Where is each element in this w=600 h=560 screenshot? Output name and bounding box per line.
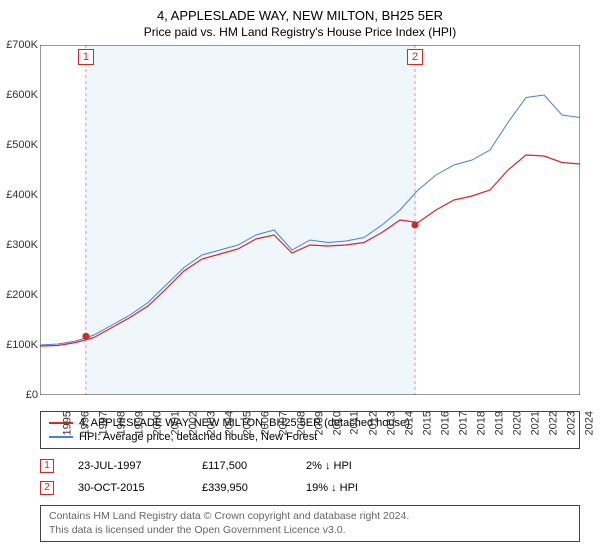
sale-row: 1 23-JUL-1997 £117,500 2% ↓ HPI [40, 455, 580, 477]
footer-line-1: Contains HM Land Registry data © Crown c… [49, 510, 571, 524]
sale-index-box: 1 [40, 459, 54, 473]
chart-container: 4, APPLESLADE WAY, NEW MILTON, BH25 5ER … [0, 0, 600, 560]
x-axis-label: 2017 [457, 411, 469, 435]
x-axis-label: 2023 [565, 411, 577, 435]
y-axis-label: £600K [0, 89, 38, 101]
sale-delta: 19% ↓ HPI [306, 482, 386, 494]
y-axis-label: £100K [0, 339, 38, 351]
x-axis-label: 2000 [151, 411, 163, 435]
x-axis-label: 1996 [79, 411, 91, 435]
x-axis-label: 2015 [421, 411, 433, 435]
y-axis-label: £400K [0, 189, 38, 201]
sale-delta: 2% ↓ HPI [306, 460, 386, 472]
sale-row: 2 30-OCT-2015 £339,950 19% ↓ HPI [40, 477, 580, 499]
chart-plot-area: £0£100K£200K£300K£400K£500K£600K£700K199… [40, 45, 600, 405]
x-axis-label: 2001 [169, 411, 181, 435]
x-axis-label: 2021 [529, 411, 541, 435]
y-axis-label: £0 [0, 389, 38, 401]
sale-price: £339,950 [202, 482, 282, 494]
sale-index-box: 2 [40, 481, 54, 495]
x-axis-label: 2014 [403, 411, 415, 435]
x-axis-label: 2009 [313, 411, 325, 435]
y-axis-label: £300K [0, 239, 38, 251]
x-axis-label: 2003 [205, 411, 217, 435]
x-axis-label: 2016 [439, 411, 451, 435]
x-axis-label: 2006 [259, 411, 271, 435]
line-chart-svg [40, 45, 580, 395]
chart-title: 4, APPLESLADE WAY, NEW MILTON, BH25 5ER [0, 0, 600, 23]
y-axis-label: £700K [0, 39, 38, 51]
chart-subtitle: Price paid vs. HM Land Registry's House … [0, 23, 600, 45]
x-axis-label: 2011 [349, 411, 361, 435]
attribution-footer: Contains HM Land Registry data © Crown c… [40, 505, 580, 542]
x-axis-label: 2018 [475, 411, 487, 435]
sale-marker-box: 2 [407, 49, 423, 65]
x-axis-label: 2008 [295, 411, 307, 435]
sale-price: £117,500 [202, 460, 282, 472]
x-axis-label: 2007 [277, 411, 289, 435]
y-axis-label: £500K [0, 139, 38, 151]
y-axis-label: £200K [0, 289, 38, 301]
sale-marker-box: 1 [78, 49, 94, 65]
sales-table: 1 23-JUL-1997 £117,500 2% ↓ HPI 2 30-OCT-2015… [40, 455, 580, 499]
x-axis-label: 2022 [547, 411, 559, 435]
x-axis-label: 1995 [61, 411, 73, 435]
sale-date: 30-OCT-2015 [78, 482, 178, 494]
x-axis-label: 2012 [367, 411, 379, 435]
x-axis-label: 2019 [493, 411, 505, 435]
x-axis-label: 1997 [97, 411, 109, 435]
x-axis-label: 1998 [115, 411, 127, 435]
x-axis-label: 2010 [331, 411, 343, 435]
sale-date: 23-JUL-1997 [78, 460, 178, 472]
legend-swatch [49, 436, 73, 438]
x-axis-label: 2002 [187, 411, 199, 435]
x-axis-label: 2005 [241, 411, 253, 435]
x-axis-label: 2024 [583, 411, 595, 435]
x-axis-label: 2020 [511, 411, 523, 435]
x-axis-label: 2004 [223, 411, 235, 435]
x-axis-label: 1999 [133, 411, 145, 435]
footer-line-2: This data is licensed under the Open Gov… [49, 524, 571, 538]
x-axis-label: 2013 [385, 411, 397, 435]
